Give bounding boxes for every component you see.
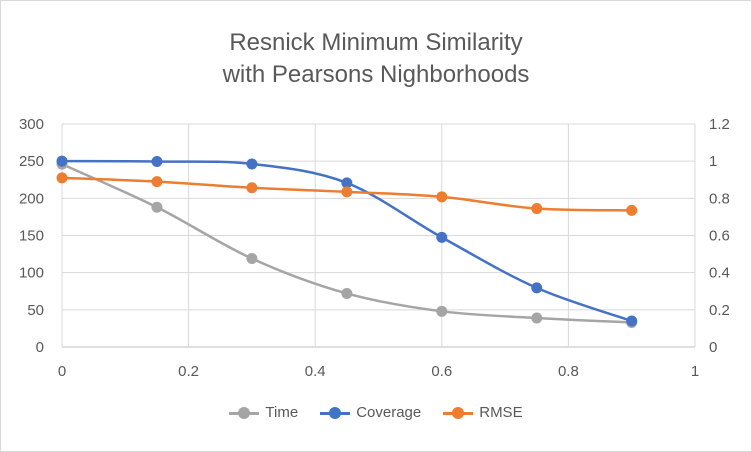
rmse-data-point — [151, 176, 163, 188]
y-right-tick-label: 0.6 — [709, 228, 730, 245]
legend-swatch-dot — [329, 406, 342, 419]
y-left-tick-label: 50 — [27, 302, 44, 319]
coverage-data-point — [246, 158, 258, 170]
legend-item-rmse: RMSE — [443, 404, 523, 421]
rmse-data-point — [436, 191, 448, 203]
legend-swatch — [320, 406, 351, 419]
legend-swatch-dot — [452, 406, 465, 419]
legend-item-time: Time — [229, 404, 298, 421]
legend-item-coverage: Coverage — [320, 404, 421, 421]
coverage-data-point — [151, 156, 163, 168]
time-data-point — [151, 201, 163, 213]
x-tick-label: 0.2 — [178, 363, 199, 380]
rmse-data-point — [531, 203, 543, 215]
rmse-data-point — [626, 204, 638, 216]
legend-label: RMSE — [479, 404, 523, 421]
rmse-data-point — [56, 172, 68, 184]
x-tick-label: 1 — [691, 363, 699, 380]
x-tick-label: 0.8 — [558, 363, 579, 380]
time-data-point — [436, 305, 448, 317]
x-tick-label: 0.6 — [431, 363, 452, 380]
y-left-tick-label: 150 — [19, 228, 44, 245]
y-right-tick-label: 1.2 — [709, 116, 730, 133]
chart-title-line-1: Resnick Minimum Similarity — [229, 29, 523, 56]
y-left-tick-label: 300 — [19, 116, 44, 133]
coverage-data-point — [56, 155, 68, 167]
coverage-data-point — [531, 282, 543, 294]
y-left-tick-label: 100 — [19, 265, 44, 282]
y-right-tick-label: 1 — [709, 153, 717, 170]
coverage-data-point — [626, 315, 638, 327]
chart-legend: Time Coverage RMSE — [0, 404, 752, 421]
time-data-point — [531, 312, 543, 324]
rmse-data-point — [341, 186, 353, 198]
coverage-data-point — [341, 177, 353, 189]
chart-title: Resnick Minimum Similarity with Pearsons… — [0, 27, 752, 91]
y-right-tick-label: 0.4 — [709, 265, 730, 282]
legend-swatch-dot — [238, 406, 251, 419]
y-left-tick-label: 200 — [19, 190, 44, 207]
y-left-tick-label: 0 — [36, 339, 44, 356]
legend-label: Coverage — [356, 404, 422, 421]
x-tick-label: 0 — [58, 363, 66, 380]
legend-swatch — [229, 406, 260, 419]
y-right-tick-label: 0.8 — [709, 190, 730, 207]
y-right-tick-label: 0 — [709, 339, 717, 356]
time-data-point — [246, 253, 258, 265]
legend-label: Time — [265, 404, 299, 421]
rmse-data-point — [246, 182, 258, 194]
x-tick-label: 0.4 — [305, 363, 326, 380]
y-right-tick-label: 0.2 — [709, 302, 730, 319]
y-left-tick-label: 250 — [19, 153, 44, 170]
chart-title-line-2: with Pearsons Nighborhoods — [222, 61, 530, 88]
legend-swatch — [443, 406, 474, 419]
time-data-point — [341, 287, 353, 299]
coverage-data-point — [436, 231, 448, 243]
